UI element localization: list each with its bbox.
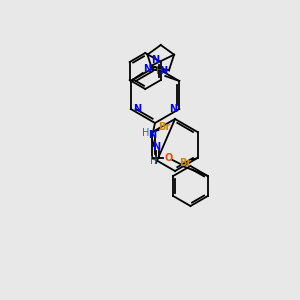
Text: N: N (133, 104, 141, 114)
Text: N: N (143, 64, 151, 74)
Text: N: N (159, 66, 167, 76)
Text: Br: Br (158, 122, 171, 132)
Text: H: H (156, 66, 163, 76)
Text: N: N (151, 55, 159, 65)
Text: N: N (148, 130, 156, 140)
Text: H: H (142, 128, 150, 138)
Text: N: N (169, 104, 177, 114)
Text: Br: Br (179, 158, 192, 168)
Text: H: H (150, 156, 158, 166)
Text: N: N (152, 142, 160, 152)
Text: O: O (164, 153, 172, 163)
